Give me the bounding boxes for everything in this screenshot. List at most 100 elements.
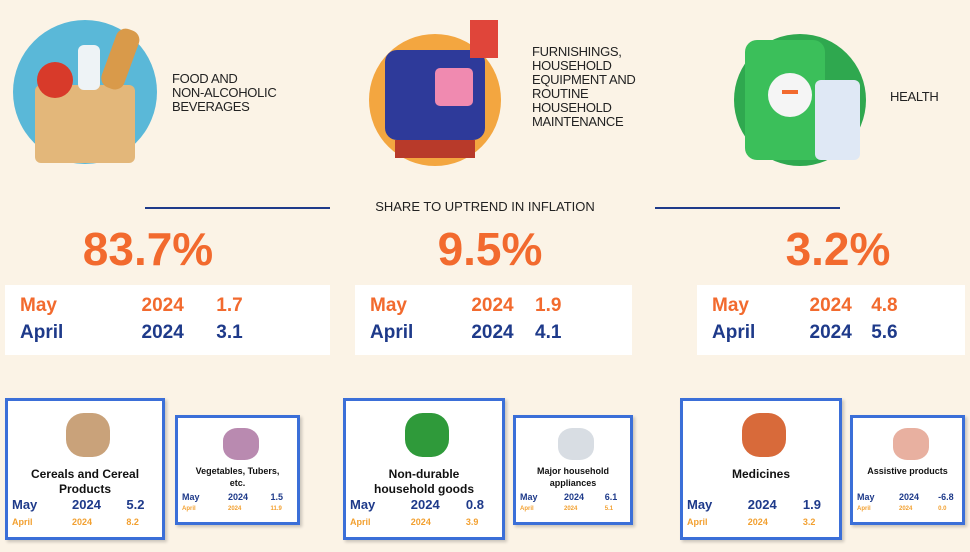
year: 2024 bbox=[899, 506, 913, 512]
month: May bbox=[182, 492, 200, 502]
value: 1.9 bbox=[535, 295, 562, 316]
category-label: BEVERAGES bbox=[172, 99, 250, 114]
month: May bbox=[687, 497, 713, 512]
month: May bbox=[520, 492, 538, 502]
rate-box: May 2024 4.8 April 2024 5.6 bbox=[697, 285, 965, 355]
year: 2024 bbox=[410, 497, 440, 512]
value: 4.8 bbox=[871, 295, 898, 316]
item-name: Vegetables, Tubers, bbox=[195, 466, 280, 476]
bread bbox=[101, 28, 140, 90]
item-card: Major household appliances May 2024 6.1 April… bbox=[513, 415, 633, 525]
month: April bbox=[350, 517, 371, 527]
category-label: MAINTENANCE bbox=[532, 114, 624, 129]
month: May bbox=[370, 295, 407, 316]
category-label: HOUSEHOLD bbox=[532, 100, 612, 115]
category-label: NON-ALCOHOLIC bbox=[172, 85, 277, 100]
value: 3.9 bbox=[465, 517, 479, 527]
apple bbox=[37, 62, 73, 98]
value: 1.5 bbox=[270, 492, 284, 502]
year: 2024 bbox=[410, 517, 431, 527]
category-label: EQUIPMENT AND bbox=[532, 72, 636, 87]
lamp bbox=[470, 20, 498, 58]
year: 2024 bbox=[141, 322, 184, 343]
item-image bbox=[66, 413, 110, 457]
value: 11.9 bbox=[270, 506, 282, 512]
category-label: FURNISHINGS, bbox=[532, 44, 622, 59]
year: 2024 bbox=[72, 517, 93, 527]
year: 2024 bbox=[809, 322, 852, 343]
rate-box: May 2024 1.9 April 2024 4.1 bbox=[355, 285, 632, 355]
category-label: HOUSEHOLD bbox=[532, 58, 612, 73]
value: 1.9 bbox=[802, 497, 821, 512]
item-card: Medicines May 2024 1.9 April 2024 3.2 bbox=[680, 398, 842, 540]
item-name: Major household bbox=[537, 466, 609, 476]
month: May bbox=[20, 295, 57, 316]
year: 2024 bbox=[141, 295, 184, 316]
grocery-bag bbox=[35, 85, 135, 163]
item-name: Products bbox=[58, 482, 111, 496]
year: 2024 bbox=[564, 492, 585, 502]
month: April bbox=[20, 322, 64, 343]
item-card: Assistive products May 2024 -6.8 April 2024 0.… bbox=[850, 415, 965, 525]
year: 2024 bbox=[809, 295, 852, 316]
month: April bbox=[12, 517, 33, 527]
value: 5.2 bbox=[126, 497, 145, 512]
item-image bbox=[892, 428, 929, 460]
item-name: Assistive products bbox=[867, 466, 948, 476]
month: April bbox=[857, 506, 871, 512]
value: -6.8 bbox=[938, 492, 954, 502]
value: 3.1 bbox=[216, 322, 243, 343]
month: April bbox=[712, 322, 756, 343]
share-value: 83.7% bbox=[82, 223, 214, 275]
value: 6.1 bbox=[604, 492, 618, 502]
value: 0.0 bbox=[938, 506, 947, 512]
year: 2024 bbox=[471, 322, 514, 343]
item-name: Medicines bbox=[731, 467, 791, 481]
bottle bbox=[78, 45, 100, 90]
value: 8.2 bbox=[126, 517, 139, 527]
rug bbox=[395, 140, 475, 158]
month: April bbox=[370, 322, 414, 343]
medicine-bottle bbox=[815, 80, 860, 160]
label-mark bbox=[782, 90, 798, 94]
value: 5.1 bbox=[604, 506, 614, 512]
month: April bbox=[687, 517, 708, 527]
label-dot bbox=[768, 73, 812, 117]
year: 2024 bbox=[747, 517, 768, 527]
year: 2024 bbox=[747, 497, 777, 512]
category-label: ROUTINE bbox=[532, 86, 589, 101]
item-card: Vegetables, Tubers, etc. May 2024 1.5 April 20… bbox=[175, 415, 300, 525]
item-name: etc. bbox=[229, 478, 246, 488]
item-name: Cereals and Cereal bbox=[30, 467, 140, 481]
month: April bbox=[520, 506, 534, 512]
rate-box: May 2024 1.7 April 2024 3.1 bbox=[5, 285, 330, 355]
month: May bbox=[12, 497, 38, 512]
value: 3.2 bbox=[802, 517, 816, 527]
year: 2024 bbox=[564, 506, 578, 512]
year: 2024 bbox=[72, 497, 101, 512]
item-card: Non-durable household goods May 2024 0.8 Apri… bbox=[343, 398, 505, 540]
item-image bbox=[405, 413, 449, 457]
item-image bbox=[222, 428, 259, 460]
item-card: Cereals and Cereal Products May 2024 5.2 Apri… bbox=[5, 398, 165, 540]
value: 5.6 bbox=[871, 322, 898, 343]
month: April bbox=[182, 506, 196, 512]
item-name: household goods bbox=[374, 482, 474, 496]
share-value: 9.5% bbox=[437, 223, 543, 275]
section-header: SHARE TO UPTREND IN INFLATION bbox=[375, 199, 595, 214]
item-name: appliances bbox=[549, 478, 597, 488]
month: May bbox=[712, 295, 749, 316]
cushion bbox=[435, 68, 473, 106]
value: 0.8 bbox=[465, 497, 484, 512]
share-value: 3.2% bbox=[785, 223, 891, 275]
year: 2024 bbox=[899, 492, 920, 502]
item-name: Non-durable bbox=[388, 467, 460, 481]
value: 4.1 bbox=[535, 322, 562, 343]
category-label: FOOD AND bbox=[172, 71, 238, 86]
item-image bbox=[742, 413, 786, 457]
year: 2024 bbox=[228, 492, 249, 502]
year: 2024 bbox=[228, 506, 242, 512]
month: May bbox=[350, 497, 376, 512]
